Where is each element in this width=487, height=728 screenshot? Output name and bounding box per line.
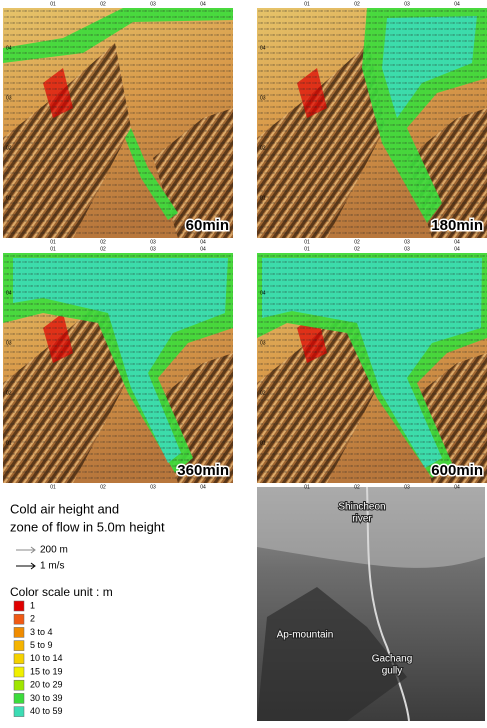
x-tick-label: 04: [200, 239, 206, 245]
x-tick-label: 04: [454, 246, 460, 252]
x-tick-label: 04: [200, 1, 206, 7]
y-tick-label: 03: [260, 340, 266, 346]
x-tick-label: 02: [100, 1, 106, 7]
photo-label: river: [352, 514, 372, 525]
color-label: 15 to 19: [30, 666, 63, 676]
x-tick-label: 02: [354, 246, 360, 252]
photo-label: Ap-mountain: [277, 630, 334, 641]
x-tick-label: 02: [100, 239, 106, 245]
x-tick-label: 01: [304, 239, 310, 245]
color-label: 10 to 14: [30, 653, 63, 663]
y-tick-label: 04: [260, 45, 266, 51]
map-panel: 60min 01 01 02 02 03 03 04 04 04 03 02 01: [3, 1, 233, 245]
y-tick-label: 02: [6, 390, 12, 396]
color-swatch: [14, 627, 24, 637]
photo-label: Shincheon: [338, 502, 385, 513]
x-tick-label: 04: [200, 246, 206, 252]
x-tick-label: 03: [150, 484, 156, 490]
color-label: 1: [30, 600, 35, 610]
y-tick-label: 04: [6, 290, 12, 296]
scale-label: 200 m: [40, 545, 68, 556]
x-tick-label: 04: [454, 239, 460, 245]
x-tick-label: 01: [50, 1, 56, 7]
x-tick-label: 02: [354, 239, 360, 245]
x-tick-label: 01: [304, 246, 310, 252]
color-label: 3 to 4: [30, 627, 53, 637]
map-panel: 360min 01 01 02 02 03 03 04 04 04 03 02 01: [3, 246, 233, 490]
y-tick-label: 01: [6, 195, 12, 201]
color-swatch: [14, 641, 24, 651]
x-tick-label: 03: [150, 239, 156, 245]
y-tick-label: 02: [260, 145, 266, 151]
figure: Shincheonriver Ap-mountain Gachanggully 60…: [0, 0, 487, 723]
x-tick-label: 03: [404, 239, 410, 245]
color-scale-title: Color scale unit : m: [10, 585, 113, 599]
flow-vectors: [257, 253, 487, 483]
y-tick-label: 01: [260, 195, 266, 201]
color-label: 2: [30, 614, 35, 624]
x-tick-label: 03: [150, 1, 156, 7]
x-tick-label: 02: [354, 1, 360, 7]
color-label: 40 to 59: [30, 706, 63, 716]
flow-vectors: [3, 253, 233, 483]
y-tick-label: 02: [6, 145, 12, 151]
x-tick-label: 03: [404, 484, 410, 490]
y-tick-label: 01: [6, 440, 12, 446]
x-tick-label: 01: [304, 484, 310, 490]
color-swatch: [14, 667, 24, 677]
x-tick-label: 01: [50, 239, 56, 245]
color-swatch: [14, 707, 24, 717]
x-tick-label: 01: [304, 1, 310, 7]
panel-label: 180min: [431, 217, 483, 234]
x-tick-label: 01: [50, 246, 56, 252]
x-tick-label: 02: [354, 484, 360, 490]
legend: Cold air height and zone of flow in 5.0m …: [10, 501, 165, 716]
photo-label: gully: [382, 666, 403, 677]
legend-title: Cold air height and: [10, 501, 119, 516]
color-swatch: [14, 693, 24, 703]
flow-vectors: [257, 8, 487, 238]
x-tick-label: 02: [100, 246, 106, 252]
y-tick-label: 03: [6, 340, 12, 346]
y-tick-label: 03: [260, 95, 266, 101]
scale-label: 1 m/s: [40, 561, 64, 572]
color-label: 30 to 39: [30, 693, 63, 703]
color-swatch: [14, 654, 24, 664]
panel-label: 60min: [186, 217, 229, 234]
x-tick-label: 04: [454, 1, 460, 7]
x-tick-label: 03: [404, 246, 410, 252]
x-tick-label: 01: [50, 484, 56, 490]
panel-label: 600min: [431, 462, 483, 479]
x-tick-label: 03: [150, 246, 156, 252]
x-tick-label: 04: [454, 484, 460, 490]
panel-label: 360min: [177, 462, 229, 479]
color-label: 5 to 9: [30, 640, 53, 650]
color-swatch: [14, 680, 24, 690]
x-tick-label: 04: [200, 484, 206, 490]
y-tick-label: 01: [260, 440, 266, 446]
y-tick-label: 04: [6, 45, 12, 51]
map-panel: 600min 01 01 02 02 03 03 04 04 04 03 02 01: [257, 246, 487, 490]
photo-label: Gachang: [372, 654, 413, 665]
y-tick-label: 04: [260, 290, 266, 296]
y-tick-label: 02: [260, 390, 266, 396]
map-panel: 180min 01 01 02 02 03 03 04 04 04 03 02 01: [257, 1, 487, 245]
color-swatch: [14, 614, 24, 624]
flow-vectors: [3, 8, 233, 238]
y-tick-label: 03: [6, 95, 12, 101]
x-tick-label: 02: [100, 484, 106, 490]
color-swatch: [14, 601, 24, 611]
color-label: 20 to 29: [30, 680, 63, 690]
legend-title: zone of flow in 5.0m height: [10, 519, 165, 534]
x-tick-label: 03: [404, 1, 410, 7]
